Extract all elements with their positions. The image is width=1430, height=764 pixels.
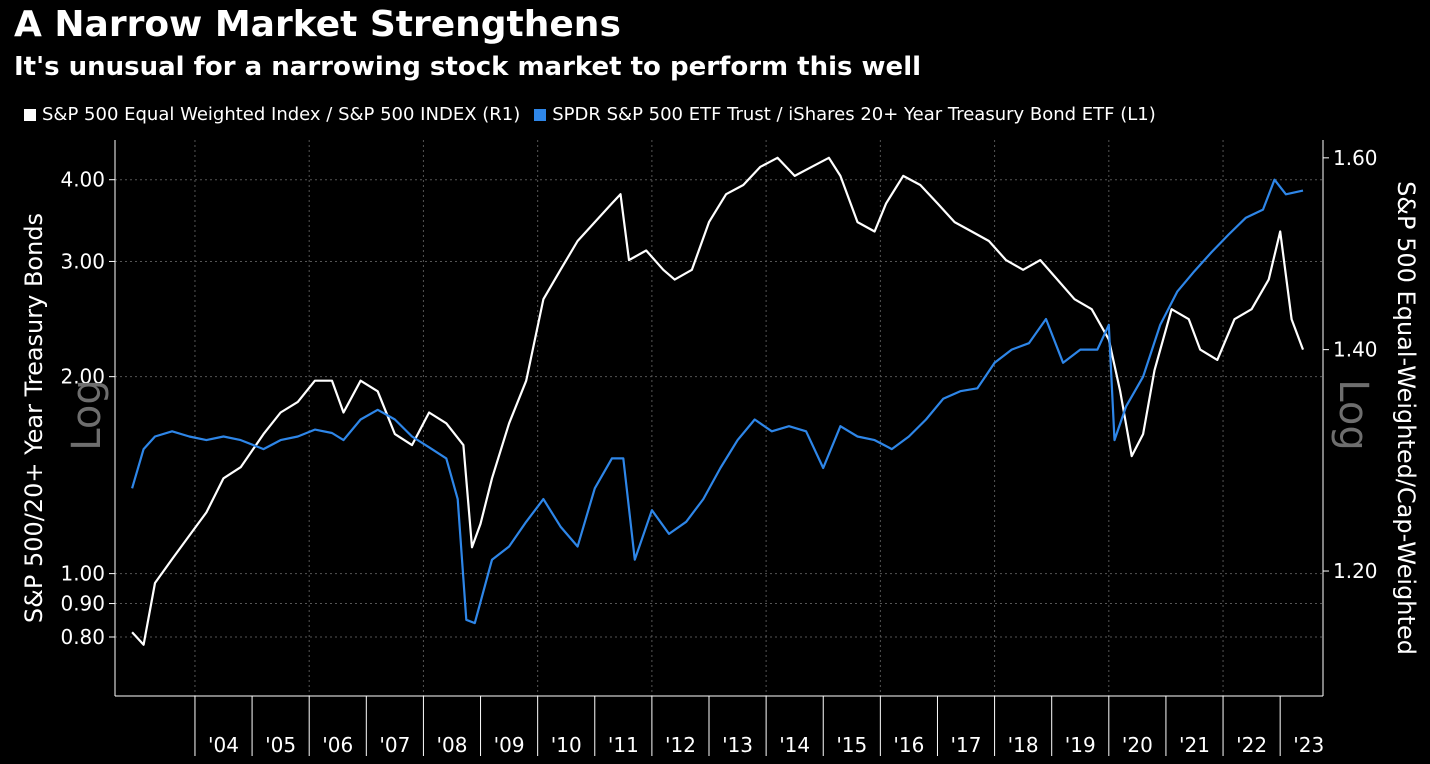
x-tick-label: '10 [551, 733, 582, 757]
series-lines [131, 156, 1305, 646]
x-tick-label: '22 [1236, 733, 1267, 757]
left-tick-label: 0.80 [60, 625, 105, 649]
x-tick-label: '19 [1065, 733, 1096, 757]
left-tick-label: 3.00 [60, 249, 105, 273]
legend-swatch-blue [534, 108, 547, 121]
x-tick-label: '18 [1008, 733, 1039, 757]
left-tick-label: 1.00 [60, 562, 105, 586]
x-tick-label: '14 [779, 733, 810, 757]
x-tick-label: '17 [951, 733, 982, 757]
x-tick-label: '23 [1293, 733, 1324, 757]
gridlines [115, 140, 1323, 696]
legend-label: S&P 500 Equal Weighted Index / S&P 500 I… [42, 104, 521, 125]
x-tick-label: '21 [1179, 733, 1210, 757]
x-tick-label: '16 [893, 733, 924, 757]
chart-title: A Narrow Market Strengthens [14, 4, 621, 45]
x-tick-label: '12 [665, 733, 696, 757]
x-tick-label: '15 [836, 733, 867, 757]
x-tick-label: '13 [722, 733, 753, 757]
x-tick-label: '06 [322, 733, 353, 757]
x-tick-label: '09 [494, 733, 525, 757]
right-log-label: Log [1330, 379, 1376, 450]
right-tick-label: 1.40 [1333, 338, 1378, 362]
x-tick-label: '07 [379, 733, 410, 757]
x-tick-label: '08 [437, 733, 468, 757]
right-axis-title: S&P 500 Equal-Weighted/Cap-Weighted [1392, 181, 1420, 655]
legend-item-spy-tlt: SPDR S&P 500 ETF Trust / iShares 20+ Yea… [534, 104, 1156, 125]
legend: S&P 500 Equal Weighted Index / S&P 500 I… [24, 104, 1170, 125]
right-tick-label: 1.60 [1333, 146, 1378, 170]
legend-label: SPDR S&P 500 ETF Trust / iShares 20+ Yea… [552, 104, 1156, 125]
series-line-spy-tlt-ratio [131, 178, 1304, 625]
legend-item-equal-weighted: S&P 500 Equal Weighted Index / S&P 500 I… [24, 104, 520, 125]
x-tick-label: '20 [1122, 733, 1153, 757]
left-tick-label: 2.00 [60, 365, 105, 389]
right-axis-ticks: 1.20 1.40 1.60 [1323, 146, 1378, 583]
left-tick-label: 0.90 [60, 592, 105, 616]
x-axis-ticks: '04 '05 '06 '07 '08 '09 '10 '11 '12 '13 '14 '15 '16 '… [194, 696, 1324, 757]
x-tick-label: '05 [265, 733, 296, 757]
left-axis-title: S&P 500/20+ Year Treasury Bonds [20, 213, 48, 623]
left-log-label: Log [64, 379, 110, 450]
x-tick-label: '11 [608, 733, 639, 757]
left-axis-ticks: 0.80 0.90 1.00 2.00 3.00 4.00 [60, 168, 115, 649]
left-tick-label: 4.00 [60, 168, 105, 192]
series-line-equal-weighted-ratio [131, 156, 1305, 646]
chart-subtitle: It's unusual for a narrowing stock marke… [14, 52, 922, 82]
x-tick-label: '04 [208, 733, 239, 757]
legend-swatch-white [24, 108, 36, 121]
right-tick-label: 1.20 [1333, 559, 1378, 583]
axes [114, 140, 1324, 697]
